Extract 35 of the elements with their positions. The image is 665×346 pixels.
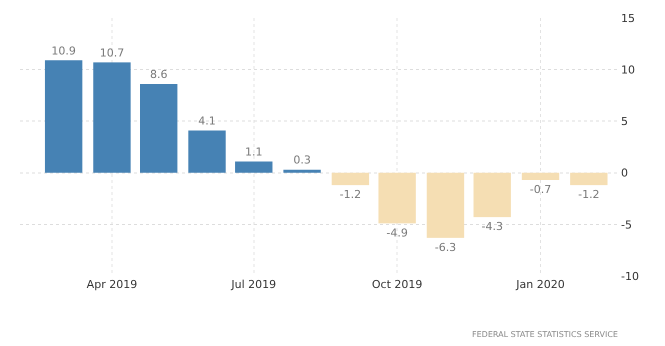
bar [522, 172, 560, 180]
x-tick-label: Apr 2019 [86, 278, 138, 291]
data-label: 10.7 [100, 46, 124, 60]
bar [44, 60, 82, 173]
bar [474, 172, 511, 218]
data-label: 4.1 [198, 114, 216, 128]
data-label: 1.1 [245, 145, 263, 158]
y-tick-label: -10 [621, 270, 639, 283]
y-tick-label: 0 [621, 166, 628, 180]
bar [570, 172, 608, 186]
data-label: 10.9 [51, 44, 76, 58]
y-tick-label: 5 [621, 115, 628, 128]
data-label: -6.3 [434, 240, 456, 254]
bar [332, 172, 370, 186]
x-tick-label: Oct 2019 [372, 278, 422, 291]
data-label: 8.6 [150, 68, 168, 82]
bar [426, 172, 464, 238]
y-tick-label: -5 [621, 218, 632, 232]
bar [140, 84, 178, 173]
bar [378, 172, 416, 224]
data-label: -1.2 [578, 188, 600, 202]
bar [283, 170, 321, 173]
data-label: -4.9 [386, 226, 408, 240]
data-label: -4.3 [481, 220, 503, 234]
data-label: -1.2 [340, 188, 362, 202]
bar [235, 161, 272, 173]
data-label: 0.3 [293, 154, 311, 167]
data-label: -0.7 [530, 183, 552, 196]
bar [93, 62, 131, 173]
bar [188, 130, 226, 173]
y-tick-label: 10 [621, 63, 635, 76]
x-tick-label: Jul 2019 [230, 278, 276, 291]
x-tick-label: Jan 2020 [515, 278, 565, 291]
y-tick-label: 15 [621, 12, 635, 25]
text: FEDERAL STATE STATISTICS SERVICE [472, 330, 618, 339]
